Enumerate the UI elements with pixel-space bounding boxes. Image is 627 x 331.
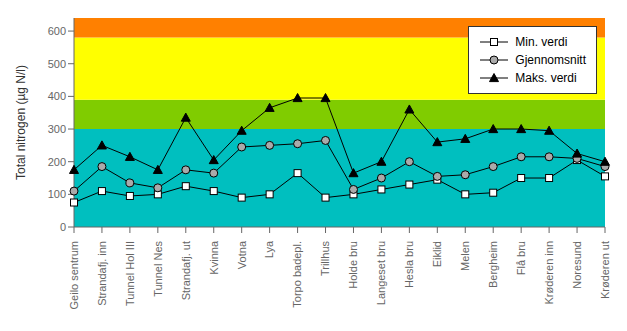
html-text:Gjennomsnitt: Gjennomsnitt (515, 53, 586, 67)
html-text:Maks. verdi: Maks. verdi (515, 71, 577, 85)
svg-text:Kvinna: Kvinna (208, 240, 220, 275)
svg-text:Noresund: Noresund (571, 241, 583, 289)
svg-text:Hesla bru: Hesla bru (403, 241, 415, 288)
svg-text:500: 500 (48, 58, 66, 70)
svg-text:Tunnel Nes: Tunnel Nes (152, 241, 164, 297)
svg-text:Votna: Votna (236, 240, 248, 269)
svg-text:Krøderen ut: Krøderen ut (599, 241, 611, 299)
svg-text:Strandafj. ut: Strandafj. ut (180, 241, 192, 300)
svg-text:Lya: Lya (263, 240, 275, 258)
svg-text:Krøderen inn: Krøderen inn (543, 241, 555, 305)
svg-text:Langeset bru: Langeset bru (375, 241, 387, 305)
svg-text:Trillhus: Trillhus (319, 241, 331, 277)
svg-text:Holde bru: Holde bru (347, 241, 359, 289)
html-text:Min. verdi: Min. verdi (515, 35, 568, 49)
svg-text:Geilo sentrum: Geilo sentrum (68, 241, 80, 309)
svg-text:Melen: Melen (459, 241, 471, 271)
svg-text:400: 400 (48, 90, 66, 102)
svg-text:Bergheim: Bergheim (487, 241, 499, 288)
svg-text:0: 0 (60, 221, 66, 233)
svg-text:200: 200 (48, 156, 66, 168)
svg-text:Tunnel Hol III: Tunnel Hol III (124, 241, 136, 306)
svg-text:600: 600 (48, 25, 66, 37)
svg-text:Total nitrogen (µg N/l): Total nitrogen (µg N/l) (14, 65, 28, 180)
svg-text:Torpo badepl.: Torpo badepl. (291, 241, 303, 308)
svg-text:Strandafj. inn: Strandafj. inn (96, 241, 108, 306)
svg-text:100: 100 (48, 188, 66, 200)
svg-text:Flå bru: Flå bru (515, 241, 527, 275)
svg-text:Eiklid: Eiklid (431, 241, 443, 267)
svg-text:300: 300 (48, 123, 66, 135)
